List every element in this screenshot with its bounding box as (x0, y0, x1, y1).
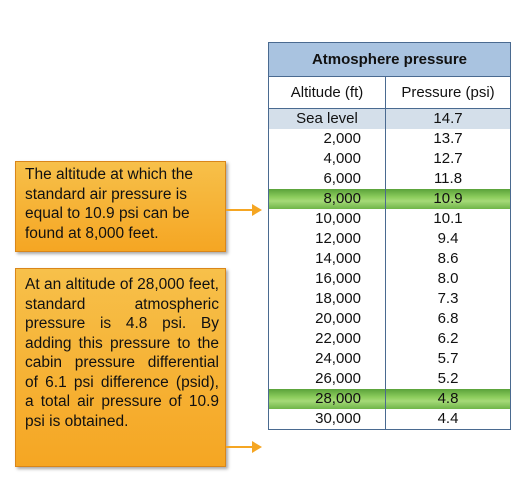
altitude-cell: 2,000 (269, 129, 386, 149)
pressure-cell: 10.9 (433, 190, 463, 207)
table-row: 20,000 6.8 (269, 309, 510, 329)
pressure-cell: 5.2 (437, 370, 459, 387)
table-row: 18,000 7.3 (269, 289, 510, 309)
table-row: 12,000 9.4 (269, 229, 510, 249)
pressure-cell: 13.7 (433, 130, 463, 147)
atmosphere-pressure-table: Atmosphere pressure Altitude (ft) Pressu… (268, 42, 511, 430)
altitude-cell: 26,000 (269, 369, 386, 389)
table-body: Sea level 14.7 2,000 13.7 4,000 12.7 6,000 11.8… (269, 109, 510, 429)
altitude-cell: 20,000 (269, 309, 386, 329)
table-row: 22,000 6.2 (269, 329, 510, 349)
pressure-cell: 9.4 (437, 230, 459, 247)
altitude-cell: 24,000 (269, 349, 386, 369)
pressure-cell: 14.7 (433, 110, 463, 127)
callout-28000-ft: At an altitude of 28,000 feet, standard … (15, 268, 226, 467)
altitude-cell: 18,000 (269, 289, 386, 309)
altitude-cell: 16,000 (269, 269, 386, 289)
pressure-cell: 11.8 (433, 170, 463, 187)
callout-8000-text: The altitude at which the standard air p… (25, 166, 194, 242)
pressure-cell: 4.4 (437, 410, 459, 427)
table-row: 6,000 11.8 (269, 169, 510, 189)
altitude-cell: 30,000 (269, 409, 386, 429)
altitude-cell: 6,000 (269, 169, 386, 189)
pressure-cell: 6.8 (437, 310, 459, 327)
table-row: 8,000 10.9 (269, 189, 510, 209)
altitude-cell: Sea level (269, 109, 386, 129)
pressure-column-header: Pressure (psi) (401, 84, 495, 101)
table-row: 4,000 12.7 (269, 149, 510, 169)
pressure-cell: 7.3 (437, 290, 459, 307)
altitude-cell: 4,000 (269, 149, 386, 169)
table-row: 10,000 10.1 (269, 209, 510, 229)
table-row: 24,000 5.7 (269, 349, 510, 369)
callout-28000-text: At an altitude of 28,000 feet, standard … (25, 276, 219, 430)
table-row: Sea level 14.7 (269, 109, 510, 129)
table-row: 26,000 5.2 (269, 369, 510, 389)
pressure-cell: 6.2 (437, 330, 459, 347)
pressure-cell: 10.1 (433, 210, 463, 227)
callout-8000-ft: The altitude at which the standard air p… (15, 161, 226, 252)
pressure-cell: 12.7 (433, 150, 463, 167)
table-row: 2,000 13.7 (269, 129, 510, 149)
column-headers: Altitude (ft) Pressure (psi) (269, 77, 510, 109)
table-title: Atmosphere pressure (269, 43, 510, 77)
table-row: 28,000 4.8 (269, 389, 510, 409)
table-row: 14,000 8.6 (269, 249, 510, 269)
altitude-cell: 12,000 (269, 229, 386, 249)
arrow-to-8000-row (226, 204, 262, 216)
pressure-cell: 5.7 (437, 350, 459, 367)
altitude-column-header: Altitude (ft) (269, 77, 386, 108)
altitude-cell: 10,000 (269, 209, 386, 229)
table-row: 16,000 8.0 (269, 269, 510, 289)
pressure-cell: 8.0 (437, 270, 459, 287)
altitude-cell: 22,000 (269, 329, 386, 349)
pressure-cell: 8.6 (437, 250, 459, 267)
table-row: 30,000 4.4 (269, 409, 510, 429)
altitude-cell: 14,000 (269, 249, 386, 269)
pressure-cell: 4.8 (437, 390, 459, 407)
arrow-to-28000-row (226, 441, 262, 453)
altitude-cell: 28,000 (269, 389, 386, 409)
altitude-cell: 8,000 (269, 189, 386, 209)
